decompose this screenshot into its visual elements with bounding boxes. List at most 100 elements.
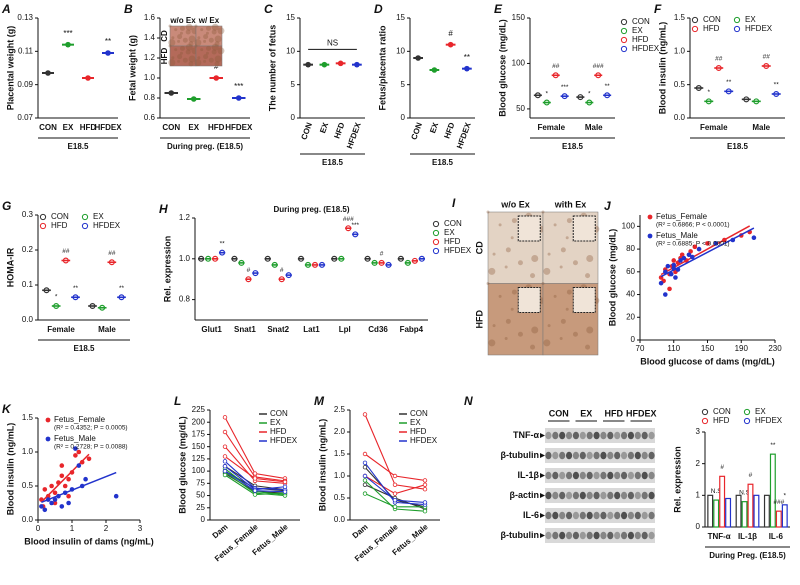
blot-band — [641, 511, 648, 520]
point — [282, 484, 288, 489]
y-tick-label: 75 — [196, 478, 205, 487]
panel-letter: J — [604, 199, 611, 213]
legend-icon — [45, 436, 51, 442]
blot-band — [614, 511, 621, 520]
significance: ** — [73, 285, 79, 292]
mean-dot — [321, 61, 328, 68]
image-texture — [185, 29, 191, 35]
point — [422, 509, 428, 514]
image-texture — [168, 59, 176, 67]
y-axis-label: Rel. expression — [162, 236, 172, 303]
legend-icon — [81, 222, 89, 230]
image-texture — [205, 25, 211, 31]
blot-band — [545, 531, 552, 540]
image-texture — [553, 223, 557, 227]
x-tick-label: Female — [47, 325, 75, 334]
image-texture — [188, 61, 194, 67]
legend-icon — [620, 36, 628, 44]
image-texture — [203, 34, 209, 40]
image-texture — [543, 267, 551, 275]
legend-label: CON — [713, 407, 731, 416]
blot-band — [627, 471, 635, 480]
bar — [763, 494, 770, 528]
point — [671, 262, 677, 268]
image-texture — [182, 37, 188, 43]
blot-band — [614, 451, 621, 460]
image-texture — [200, 48, 204, 52]
x-tick-label: Male — [585, 123, 603, 132]
mean-dot — [278, 276, 285, 283]
bar — [707, 494, 714, 528]
significance: ## — [715, 56, 723, 63]
column-label: HFDEX — [626, 408, 657, 418]
y-axis-label: Fetal weight (g) — [127, 35, 137, 101]
x-axis-label: Blood glucose of dams (mg/dL) — [640, 356, 775, 366]
point — [665, 263, 671, 269]
y-tick-label: 0.2 — [22, 245, 34, 254]
legend-icon — [733, 16, 741, 24]
blot-band — [607, 431, 614, 440]
y-tick-label: 0 — [291, 113, 296, 122]
row-arrow — [540, 533, 545, 538]
mean-dot — [198, 255, 205, 262]
blot-band — [552, 511, 559, 520]
image-texture — [211, 29, 217, 35]
x-tick-label: CON — [299, 121, 314, 141]
legend-icon — [733, 25, 741, 33]
point — [113, 493, 119, 499]
y-tick-label: 1.5 — [22, 413, 34, 422]
group-label: During preg. (E18.5) — [167, 142, 243, 151]
x-tick-label: HFDEX — [455, 121, 473, 150]
point — [362, 451, 368, 457]
legend-label: EX — [755, 407, 766, 416]
mean-dot — [219, 249, 226, 256]
point — [690, 254, 695, 260]
image-texture — [217, 27, 225, 35]
legend-icon — [691, 16, 699, 24]
point — [678, 258, 683, 263]
row-label: β-actin — [510, 490, 540, 500]
mean-dot — [99, 304, 106, 311]
blot-band — [614, 431, 621, 440]
x-tick-label: CON — [162, 123, 180, 132]
x-tick-label: 190 — [735, 344, 749, 353]
image-texture — [203, 54, 209, 60]
x-tick-label: Cd36 — [368, 325, 388, 334]
point — [49, 483, 54, 489]
panel-letter: K — [2, 402, 12, 416]
significance: * — [588, 90, 591, 97]
image-texture — [214, 35, 222, 43]
blot-band — [586, 531, 593, 540]
blot-band — [648, 491, 655, 500]
blot-band — [579, 471, 586, 480]
point — [679, 252, 685, 258]
image-texture — [182, 57, 188, 63]
image-texture — [572, 331, 578, 337]
mean-dot — [715, 64, 722, 71]
image-texture — [194, 39, 202, 47]
image-texture — [168, 44, 172, 48]
y-tick-label: 0.0 — [22, 315, 34, 324]
mean-dot — [705, 98, 712, 105]
blot-band — [648, 431, 655, 440]
row-arrow — [540, 453, 545, 458]
blot-band — [641, 531, 648, 540]
mean-dot — [245, 276, 252, 283]
row-label: CD — [474, 241, 484, 254]
legend-icon — [39, 222, 47, 230]
bar — [781, 504, 788, 528]
blot-band — [559, 491, 566, 500]
x-tick-label: 2 — [104, 524, 109, 533]
point — [66, 493, 71, 499]
image-texture — [486, 282, 490, 285]
x-tick-label: Male — [752, 123, 770, 132]
y-tick-label: 1.0 — [179, 254, 191, 263]
legend-icon — [620, 18, 628, 26]
y-tick-label: 25 — [196, 503, 205, 512]
point — [83, 476, 88, 482]
legend-icon — [701, 408, 709, 416]
significance: *** — [561, 84, 569, 91]
blot-band — [552, 531, 559, 540]
point — [42, 507, 48, 513]
x-tick-label: CON — [39, 123, 57, 132]
